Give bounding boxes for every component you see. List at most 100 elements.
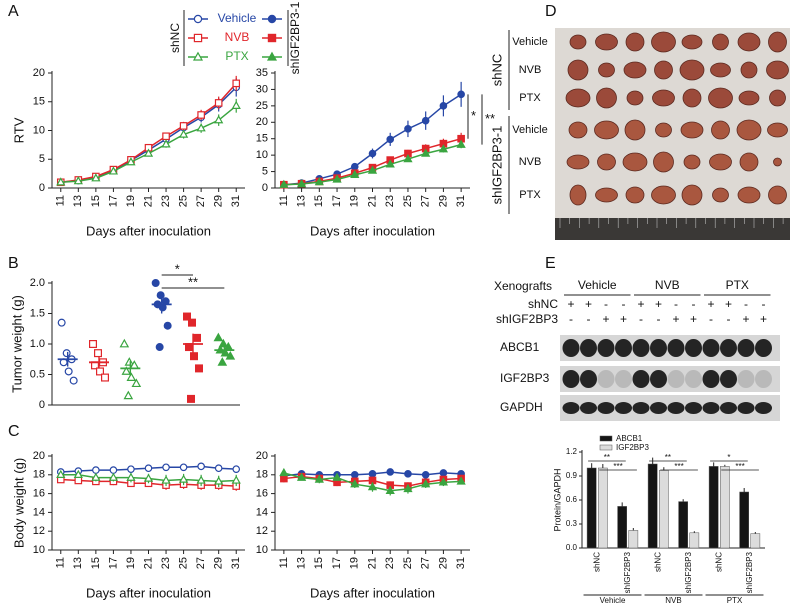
tumor bbox=[740, 61, 758, 79]
marker bbox=[314, 474, 324, 483]
marker bbox=[126, 472, 136, 481]
tumor bbox=[682, 88, 702, 108]
x-tick-label: 19 bbox=[349, 195, 361, 207]
x-tick-label: 23 bbox=[384, 195, 396, 207]
marker bbox=[196, 475, 206, 484]
panel-label: D bbox=[545, 3, 557, 20]
blot-band bbox=[580, 402, 597, 414]
blot-band bbox=[650, 402, 667, 414]
y-tick-label: 35 bbox=[256, 67, 268, 79]
marker bbox=[161, 139, 171, 148]
marker bbox=[214, 99, 223, 107]
marker bbox=[193, 333, 202, 342]
tumor bbox=[565, 88, 591, 108]
marker bbox=[267, 14, 277, 24]
blot-band bbox=[720, 402, 737, 414]
y-tick-label: 0.9 bbox=[566, 471, 578, 480]
x-tick-label: shIGF2BP3 bbox=[684, 551, 693, 593]
blot-band bbox=[597, 339, 615, 357]
marker bbox=[296, 179, 307, 188]
blot-sign: + bbox=[707, 297, 714, 311]
blot-sign: + bbox=[637, 297, 644, 311]
marker bbox=[69, 376, 78, 385]
blot-sign: - bbox=[744, 297, 748, 311]
tumor bbox=[569, 34, 587, 50]
tumor bbox=[736, 119, 762, 141]
x-tick-label: 27 bbox=[420, 195, 432, 207]
marker bbox=[214, 464, 223, 473]
panel-label: B bbox=[8, 255, 19, 272]
x-tick-label: 23 bbox=[384, 557, 396, 569]
blot-sign: + bbox=[742, 312, 749, 326]
blot-band bbox=[667, 339, 685, 357]
tumor bbox=[766, 60, 789, 80]
marker bbox=[151, 279, 160, 288]
marker bbox=[57, 318, 66, 327]
y-tick-label: 0 bbox=[39, 399, 45, 411]
bar bbox=[598, 467, 608, 549]
y-tick-label: 20 bbox=[256, 450, 268, 462]
marker bbox=[197, 462, 205, 471]
marker bbox=[332, 472, 342, 481]
y-tick-label: 12 bbox=[33, 525, 45, 537]
blot-sign: - bbox=[657, 312, 661, 326]
series-line bbox=[60, 82, 237, 183]
marker bbox=[267, 33, 277, 43]
marker bbox=[421, 479, 431, 488]
y-tick-label: 10 bbox=[33, 544, 45, 556]
blot-band bbox=[685, 402, 702, 414]
marker bbox=[192, 51, 204, 61]
x-tick-label: 23 bbox=[160, 557, 172, 569]
marker bbox=[121, 366, 132, 375]
marker bbox=[368, 149, 377, 158]
marker bbox=[385, 485, 395, 494]
blot-band bbox=[667, 370, 685, 388]
blot-row-label: shNC bbox=[528, 297, 558, 311]
ruler bbox=[555, 218, 790, 240]
x-tick-label: 15 bbox=[90, 195, 102, 207]
tumor bbox=[680, 121, 704, 139]
significance-label: ** bbox=[604, 453, 610, 462]
marker bbox=[385, 159, 395, 168]
marker bbox=[214, 476, 224, 485]
marker bbox=[367, 481, 378, 491]
blot-row-label: shIGF2BP3 bbox=[496, 312, 558, 326]
y-axis-label: Body weight (g) bbox=[11, 458, 26, 548]
tumor bbox=[769, 89, 786, 107]
marker bbox=[74, 476, 83, 485]
marker bbox=[368, 470, 377, 478]
marker bbox=[127, 465, 135, 473]
y-tick-label: 14 bbox=[256, 506, 268, 518]
marker bbox=[162, 463, 170, 472]
marker bbox=[367, 165, 378, 174]
legend-swatch bbox=[599, 444, 613, 451]
blot-sign: + bbox=[620, 312, 627, 326]
marker bbox=[144, 464, 153, 473]
x-tick-label: 13 bbox=[72, 195, 84, 207]
tumor bbox=[569, 184, 587, 206]
y-tick-label: 2.0 bbox=[30, 277, 45, 289]
legend-group: shNC bbox=[168, 23, 182, 53]
y-tick-label: 0 bbox=[262, 182, 268, 194]
x-tick-label: 21 bbox=[366, 557, 378, 569]
photo-row-label: NVB bbox=[519, 156, 542, 168]
blot-band bbox=[632, 402, 650, 414]
blot-band-label: GAPDH bbox=[500, 400, 543, 414]
x-axis-label: Days after inoculation bbox=[86, 223, 211, 238]
x-tick-label: 13 bbox=[72, 557, 84, 569]
blot-band bbox=[755, 370, 772, 388]
marker bbox=[456, 139, 466, 148]
y-tick-label: 0.0 bbox=[566, 543, 578, 552]
x-tick-label: 31 bbox=[455, 195, 467, 207]
tumor bbox=[768, 31, 787, 53]
marker bbox=[332, 174, 342, 183]
tumor bbox=[737, 186, 761, 204]
marker bbox=[386, 468, 395, 476]
x-tick-label: 15 bbox=[90, 557, 102, 569]
marker bbox=[421, 148, 431, 157]
x-tick-label: 25 bbox=[402, 195, 414, 207]
x-tick-label: 31 bbox=[455, 557, 467, 569]
significance-label: * bbox=[175, 261, 180, 276]
y-tick-label: 14 bbox=[33, 506, 45, 518]
